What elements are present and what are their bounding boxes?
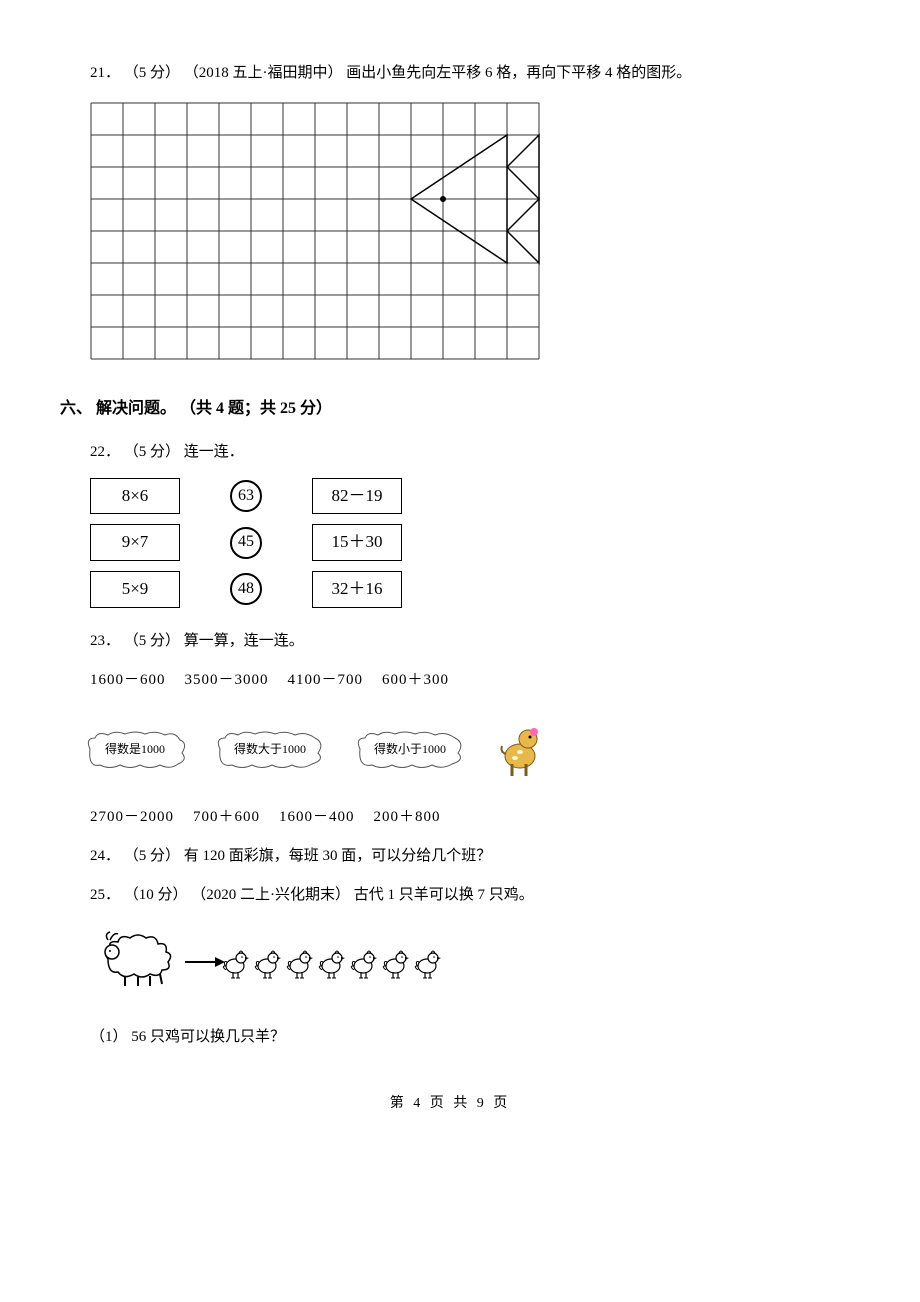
deer-icon: [490, 714, 550, 784]
q25-text: 古代 1 只羊可以换 7 只鸡。: [354, 887, 534, 903]
cloud-2: 得数大于1000: [210, 728, 330, 770]
match-row-2: 9×7 45 15＋30: [90, 524, 840, 561]
q25-number: 25．: [90, 887, 120, 903]
q23-r1-1: 1600－600: [90, 672, 166, 688]
q21-grid-figure: [90, 102, 840, 370]
question-25: 25． （10 分） （2020 二上·兴化期末） 古代 1 只羊可以换 7 只…: [90, 882, 840, 909]
q23-row1: 1600－600 3500－3000 4100－700 600＋300: [90, 667, 840, 694]
match-right-2: 15＋30: [312, 524, 402, 561]
sheep-icon: [105, 932, 171, 986]
chicken-icon: [287, 951, 313, 978]
section-6-meta: （共 4 题；共 25 分）: [180, 400, 332, 417]
chicken-icon: [255, 951, 281, 978]
cloud-2-text: 得数大于1000: [234, 741, 306, 756]
q21-source: （2018 五上·福田期中）: [184, 65, 343, 81]
chickens-group: [223, 951, 441, 978]
q23-text: 算一算，连一连。: [184, 633, 304, 649]
match-right-3: 32＋16: [312, 571, 402, 608]
q23-clouds: 得数是1000 得数大于1000 得数小于1000: [80, 714, 840, 784]
q22-number: 22．: [90, 444, 120, 460]
q23-r1-2: 3500－3000: [185, 672, 269, 688]
q25-figure: [90, 924, 840, 1004]
match-row-3: 5×9 48 32＋16: [90, 571, 840, 608]
match-mid-3: 48: [230, 573, 262, 605]
q24-points: （5 分）: [124, 848, 180, 864]
cloud-1-text: 得数是1000: [105, 741, 165, 756]
question-24: 24． （5 分） 有 120 面彩旗，每班 30 面，可以分给几个班？: [90, 843, 840, 870]
q22-match-figure: 8×6 63 82－19 9×7 45 15＋30 5×9 48 32＋16: [90, 478, 840, 608]
cloud-3-text: 得数小于1000: [374, 741, 446, 756]
q21-number: 21．: [90, 65, 120, 81]
q23-r2-4: 200＋800: [374, 809, 441, 825]
q22-text: 连一连．: [184, 444, 244, 460]
q23-number: 23．: [90, 633, 120, 649]
question-22: 22． （5 分） 连一连．: [90, 439, 840, 466]
cloud-3: 得数小于1000: [350, 728, 470, 770]
match-left-2: 9×7: [90, 524, 180, 561]
q25-sub1-label: （1）: [90, 1029, 128, 1045]
match-mid-2: 45: [230, 527, 262, 559]
q23-r1-4: 600＋300: [382, 672, 449, 688]
q22-points: （5 分）: [124, 444, 180, 460]
q23-r1-3: 4100－700: [288, 672, 364, 688]
question-23: 23． （5 分） 算一算，连一连。: [90, 628, 840, 655]
chicken-icon: [319, 951, 345, 978]
section-6-label: 六、 解决问题。: [60, 400, 176, 417]
match-mid-1: 63: [230, 480, 262, 512]
q24-number: 24．: [90, 848, 120, 864]
match-left-3: 5×9: [90, 571, 180, 608]
page-footer: 第 4 页 共 9 页: [60, 1091, 840, 1116]
match-row-1: 8×6 63 82－19: [90, 478, 840, 515]
q21-text: 画出小鱼先向左平移 6 格，再向下平移 4 格的图形。: [346, 65, 691, 81]
chicken-icon: [383, 951, 409, 978]
q23-r2-3: 1600－400: [279, 809, 355, 825]
sheep-chicken-svg: [90, 924, 470, 994]
q23-r2-1: 2700－2000: [90, 809, 174, 825]
section-6-header: 六、 解决问题。 （共 4 题；共 25 分）: [60, 395, 840, 424]
q23-row2: 2700－2000 700＋600 1600－400 200＋800: [90, 804, 840, 831]
chicken-icon: [415, 951, 441, 978]
cloud-1: 得数是1000: [80, 728, 190, 770]
q23-points: （5 分）: [124, 633, 180, 649]
chicken-icon: [351, 951, 377, 978]
grid-svg: [90, 102, 540, 360]
q25-sub1: （1） 56 只鸡可以换几只羊？: [90, 1024, 840, 1051]
footer-text: 第 4 页 共 9 页: [390, 1096, 511, 1111]
question-21: 21． （5 分） （2018 五上·福田期中） 画出小鱼先向左平移 6 格，再…: [90, 60, 840, 87]
match-right-1: 82－19: [312, 478, 402, 515]
q23-r2-2: 700＋600: [193, 809, 260, 825]
q25-sub1-text: 56 只鸡可以换几只羊？: [131, 1029, 285, 1045]
q25-source: （2020 二上·兴化期末）: [191, 887, 350, 903]
match-left-1: 8×6: [90, 478, 180, 515]
q21-points: （5 分）: [124, 65, 180, 81]
q24-text: 有 120 面彩旗，每班 30 面，可以分给几个班？: [184, 848, 492, 864]
q25-points: （10 分）: [124, 887, 188, 903]
arrow-icon: [185, 957, 225, 967]
chicken-icon: [223, 951, 249, 978]
